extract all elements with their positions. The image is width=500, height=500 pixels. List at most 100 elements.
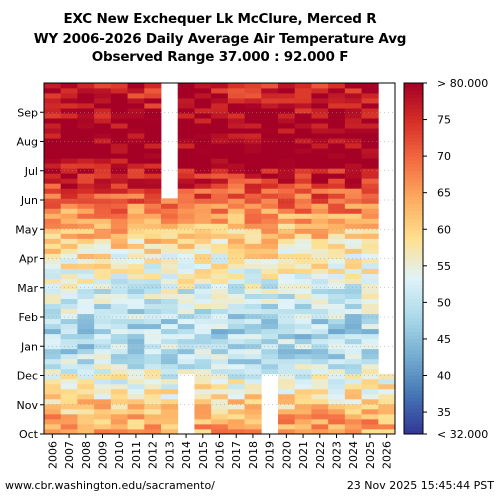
heatmap-cell: [211, 228, 229, 234]
heatmap-cell: [344, 278, 362, 284]
heatmap-cell: [294, 108, 312, 114]
heatmap-cell: [211, 88, 229, 94]
heatmap-cell: [227, 228, 245, 234]
heatmap-cell: [77, 213, 95, 219]
heatmap-cell: [194, 278, 212, 284]
colorbar-segment: [404, 335, 423, 340]
heatmap-cell: [344, 188, 362, 194]
heatmap-cell: [161, 353, 179, 360]
heatmap-cell: [378, 428, 396, 435]
heatmap-cell: [144, 253, 162, 259]
heatmap-cell: [110, 303, 128, 310]
heatmap-cell: [194, 308, 212, 315]
heatmap-cell: [328, 188, 346, 194]
heatmap-cell: [211, 163, 229, 169]
heatmap-cell: [244, 358, 262, 365]
heatmap-cell: [328, 308, 346, 315]
heatmap-cell: [261, 353, 279, 360]
heatmap-cell: [194, 378, 212, 385]
heatmap-cell: [294, 103, 312, 109]
heatmap-cell: [261, 333, 279, 340]
heatmap-cell: [77, 223, 95, 229]
x-tick-label: 2025: [364, 441, 377, 469]
heatmap-cell: [244, 183, 262, 189]
heatmap-cell: [328, 393, 346, 400]
heatmap-cell: [94, 328, 112, 335]
heatmap-cell: [311, 143, 329, 149]
heatmap-cell: [44, 188, 62, 194]
colorbar-segment: [404, 393, 423, 398]
heatmap-cell: [177, 348, 195, 355]
heatmap-cell: [60, 413, 78, 420]
heatmap-cell: [77, 423, 95, 430]
heatmap-cell: [194, 353, 212, 360]
heatmap-cell: [44, 398, 62, 405]
heatmap-cell: [110, 253, 128, 259]
observed-range: Observed Range 37.000 : 92.000 F: [91, 49, 349, 65]
heatmap-cell: [144, 283, 162, 289]
heatmap-cell: [278, 113, 296, 119]
heatmap-cell: [328, 163, 346, 169]
heatmap-cell: [94, 373, 112, 380]
heatmap-cell: [60, 83, 78, 89]
heatmap-cell: [177, 98, 195, 104]
heatmap-cell: [261, 223, 279, 229]
heatmap-cell: [44, 98, 62, 104]
heatmap-cell: [211, 393, 229, 400]
heatmap-cell: [94, 413, 112, 420]
heatmap-cell: [77, 358, 95, 365]
heatmap-cell: [227, 418, 245, 425]
heatmap-cell: [110, 428, 128, 435]
colorbar-segment: [404, 247, 423, 252]
heatmap-cell: [361, 383, 379, 390]
heatmap-cell: [44, 278, 62, 284]
heatmap-cell: [44, 108, 62, 114]
heatmap-cell: [44, 358, 62, 365]
heatmap-cell: [211, 273, 229, 279]
heatmap-cell: [44, 143, 62, 149]
heatmap-cell: [278, 123, 296, 129]
heatmap-cell: [244, 398, 262, 405]
heatmap-cell: [278, 278, 296, 284]
heatmap-cell: [94, 218, 112, 224]
heatmap-cell: [44, 323, 62, 330]
y-tick-label: Apr: [19, 253, 39, 266]
heatmap-cell: [328, 248, 346, 254]
colorbar-frame: [403, 82, 424, 435]
heatmap-cell: [261, 103, 279, 109]
heatmap-cell: [44, 368, 62, 375]
heatmap-cell: [311, 148, 329, 154]
heatmap-cell: [311, 413, 329, 420]
source-url[interactable]: www.cbr.washington.edu/sacramento/: [5, 479, 215, 492]
heatmap-cell: [44, 203, 62, 209]
heatmap-cell: [161, 418, 179, 425]
colorbar-segment: [404, 324, 423, 329]
heatmap-cell: [361, 113, 379, 119]
heatmap-cell: [378, 403, 396, 410]
y-tick-label: Mar: [17, 282, 38, 295]
heatmap-cell: [161, 258, 179, 264]
heatmap-cell: [60, 428, 78, 435]
heatmap-cell: [194, 418, 212, 425]
colorbar-segment: [404, 258, 423, 263]
heatmap-cell: [294, 218, 312, 224]
heatmap-cell: [177, 198, 195, 204]
y-tick-label: Dec: [17, 370, 38, 383]
heatmap-cell: [161, 213, 179, 219]
heatmap-cell: [94, 223, 112, 229]
heatmap-cell: [110, 363, 128, 370]
heatmap-cell: [94, 148, 112, 154]
heatmap-cell: [127, 213, 145, 219]
heatmap-cell: [278, 413, 296, 420]
heatmap-cell: [194, 338, 212, 345]
heatmap-cell: [77, 378, 95, 385]
heatmap-cell: [194, 328, 212, 335]
heatmap-cell: [244, 363, 262, 370]
heatmap-cell: [94, 178, 112, 184]
heatmap-cell: [60, 93, 78, 99]
heatmap-cell: [144, 388, 162, 395]
heatmap-cell: [378, 418, 396, 425]
heatmap-cell: [294, 418, 312, 425]
heatmap-cell: [127, 143, 145, 149]
